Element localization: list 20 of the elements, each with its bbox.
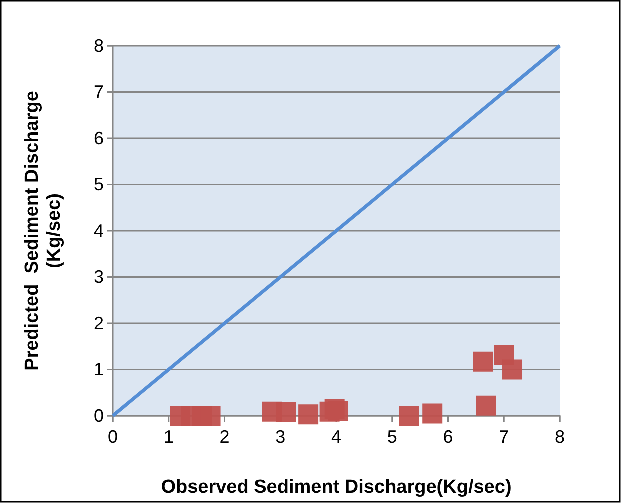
x-tick-label: 3 bbox=[276, 427, 286, 447]
y-tick-label: 3 bbox=[94, 267, 104, 288]
x-tick-label: 1 bbox=[164, 427, 174, 447]
y-tick-label: 6 bbox=[94, 128, 104, 148]
y-tick-label: 4 bbox=[94, 220, 104, 241]
x-tick-label: 4 bbox=[331, 427, 342, 447]
y-tick-label: 2 bbox=[94, 313, 104, 334]
x-tick-label: 5 bbox=[387, 427, 398, 447]
x-tick-label: 0 bbox=[108, 427, 118, 447]
x-tick-label: 7 bbox=[499, 427, 510, 447]
x-tick-label: 8 bbox=[554, 427, 566, 447]
x-axis-title: Observed Sediment Discharge(Kg/sec) bbox=[161, 477, 512, 498]
x-tick-label: 6 bbox=[443, 427, 454, 447]
y-tick-label: 7 bbox=[94, 82, 104, 102]
x-tick-label: 2 bbox=[220, 427, 230, 447]
y-axis-title: Predicted Sediment Discharge (Kg/sec) bbox=[22, 91, 65, 371]
y-tick-label: 5 bbox=[94, 174, 104, 195]
y-tick-label: 8 bbox=[94, 36, 104, 56]
y-tick-label: 0 bbox=[94, 406, 104, 426]
y-tick-label: 1 bbox=[94, 360, 104, 380]
